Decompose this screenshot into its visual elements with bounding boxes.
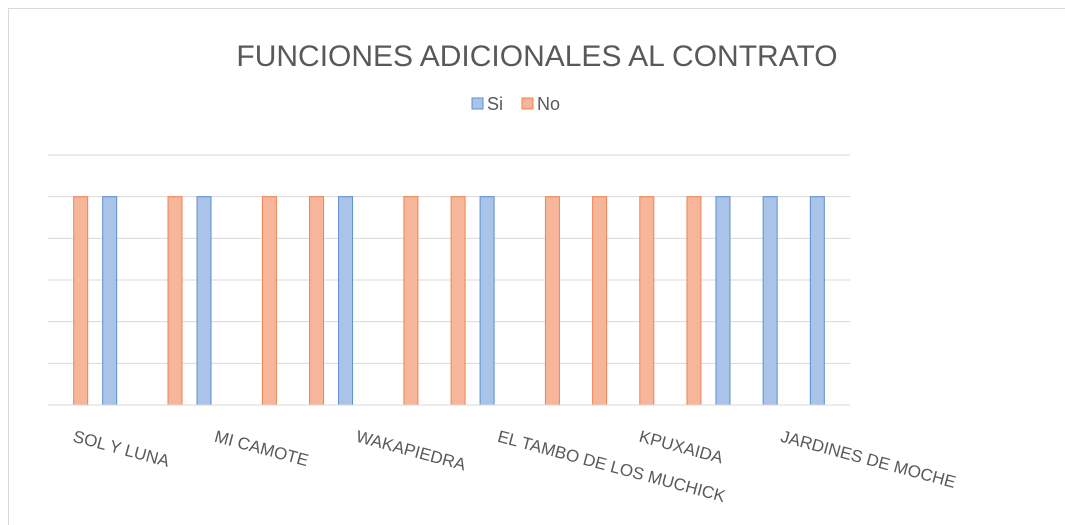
legend-label: No: [537, 94, 560, 114]
bar: [403, 196, 419, 406]
bar: [639, 196, 655, 406]
x-tick-label: SOL Y LUNA: [71, 427, 172, 471]
x-tick-label: WAKAPIEDRA: [354, 427, 468, 475]
x-tick-label: MI CAMOTE: [213, 427, 311, 470]
x-tick-label: EL TAMBO DE LOS MUCHICK: [496, 427, 728, 506]
bar: [762, 196, 778, 406]
bar: [544, 196, 560, 406]
bar: [338, 196, 354, 406]
bar: [261, 196, 277, 406]
bar: [479, 196, 495, 406]
bar: [592, 196, 608, 406]
legend-swatch: [521, 97, 534, 110]
x-tick-label: JARDINES DE MOCHE: [779, 427, 958, 492]
bar: [450, 196, 466, 406]
chart-title: FUNCIONES ADICIONALES AL CONTRATO: [236, 40, 837, 73]
x-tick-label: KPUXAIDA: [637, 427, 726, 468]
bar: [686, 196, 702, 406]
legend-label: Si: [487, 94, 503, 114]
bar: [73, 196, 89, 406]
bar: [715, 196, 731, 406]
bar: [196, 196, 212, 406]
legend-swatch: [471, 97, 484, 110]
bar: [167, 196, 183, 406]
bar: [809, 196, 825, 406]
bar: [309, 196, 325, 406]
legend: Si No: [471, 94, 560, 114]
bar: [102, 196, 118, 406]
chart-border: [8, 8, 1065, 525]
